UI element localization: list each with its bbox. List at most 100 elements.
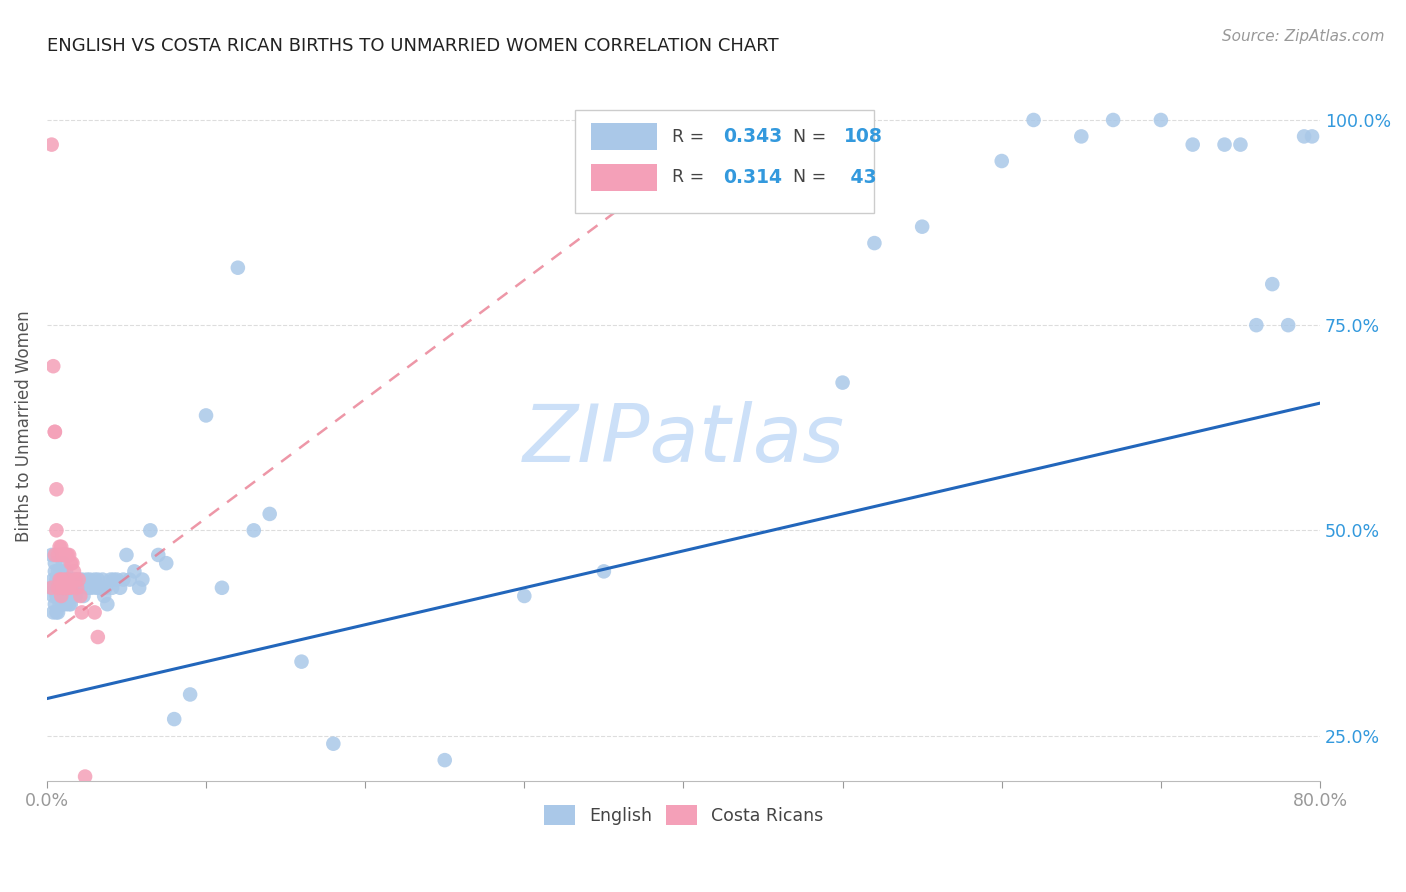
Point — [65, 573, 87, 587]
Point — [45, 606, 67, 620]
Point — [55, 581, 77, 595]
Point — [46, 581, 69, 595]
Point — [51, 573, 73, 587]
Bar — [591, 164, 657, 191]
FancyBboxPatch shape — [575, 110, 875, 212]
Point — [290, 655, 312, 669]
Point — [45, 573, 67, 587]
Point — [59, 581, 82, 595]
Point — [63, 565, 86, 579]
Point — [41, 137, 63, 152]
Point — [322, 737, 344, 751]
Point — [139, 524, 162, 538]
Point — [58, 597, 80, 611]
Point — [1246, 318, 1268, 333]
Point — [101, 581, 124, 595]
Point — [1102, 113, 1125, 128]
Point — [59, 556, 82, 570]
Point — [48, 573, 70, 587]
Point — [94, 581, 117, 595]
Point — [58, 581, 80, 595]
Point — [66, 581, 89, 595]
Point — [226, 260, 249, 275]
Point — [103, 573, 125, 587]
Legend: English, Costa Ricans: English, Costa Ricans — [544, 805, 823, 825]
Point — [52, 581, 75, 595]
Point — [80, 581, 103, 595]
Point — [45, 589, 67, 603]
Point — [90, 581, 112, 595]
Point — [42, 573, 65, 587]
Point — [354, 802, 377, 816]
Point — [58, 548, 80, 562]
Point — [45, 483, 67, 497]
Text: R =: R = — [672, 169, 710, 186]
Point — [44, 556, 66, 570]
Point — [83, 606, 105, 620]
Point — [1022, 113, 1045, 128]
Point — [60, 589, 83, 603]
Point — [831, 376, 853, 390]
Point — [52, 548, 75, 562]
Point — [51, 581, 73, 595]
Point — [44, 581, 66, 595]
Point — [48, 597, 70, 611]
Point — [41, 548, 63, 562]
Point — [48, 581, 70, 595]
Point — [60, 556, 83, 570]
Point — [53, 573, 76, 587]
Point — [44, 548, 66, 562]
Point — [128, 581, 150, 595]
Point — [44, 597, 66, 611]
Point — [1301, 129, 1323, 144]
Text: 108: 108 — [844, 128, 883, 146]
Point — [1213, 137, 1236, 152]
Point — [46, 589, 69, 603]
Point — [51, 589, 73, 603]
Point — [51, 540, 73, 554]
Point — [96, 597, 118, 611]
Point — [990, 154, 1012, 169]
Point — [69, 581, 91, 595]
Point — [1150, 113, 1173, 128]
Point — [87, 573, 110, 587]
Point — [93, 786, 115, 800]
Point — [55, 581, 77, 595]
Point — [53, 589, 76, 603]
Point — [52, 597, 75, 611]
Point — [89, 581, 111, 595]
Point — [46, 565, 69, 579]
Point — [70, 573, 93, 587]
Text: R =: R = — [672, 128, 710, 145]
Point — [1181, 137, 1204, 152]
Point — [42, 359, 65, 374]
Text: ENGLISH VS COSTA RICAN BIRTHS TO UNMARRIED WOMEN CORRELATION CHART: ENGLISH VS COSTA RICAN BIRTHS TO UNMARRI… — [46, 37, 779, 55]
Point — [96, 786, 118, 800]
Point — [42, 606, 65, 620]
Point — [48, 540, 70, 554]
Point — [87, 630, 110, 644]
Text: 0.343: 0.343 — [723, 128, 782, 146]
Point — [59, 573, 82, 587]
Point — [115, 548, 138, 562]
Point — [51, 565, 73, 579]
Point — [1261, 277, 1284, 292]
Point — [63, 581, 86, 595]
Point — [44, 565, 66, 579]
Point — [76, 573, 98, 587]
Point — [79, 573, 101, 587]
Point — [67, 573, 90, 587]
Point — [1229, 137, 1251, 152]
Point — [155, 556, 177, 570]
Point — [108, 581, 131, 595]
Point — [51, 589, 73, 603]
Point — [42, 589, 65, 603]
Point — [56, 573, 79, 587]
Point — [433, 753, 456, 767]
Point — [1070, 129, 1092, 144]
Bar — [591, 123, 657, 150]
Text: N =: N = — [793, 128, 832, 145]
Point — [65, 589, 87, 603]
Point — [52, 581, 75, 595]
Point — [52, 556, 75, 570]
